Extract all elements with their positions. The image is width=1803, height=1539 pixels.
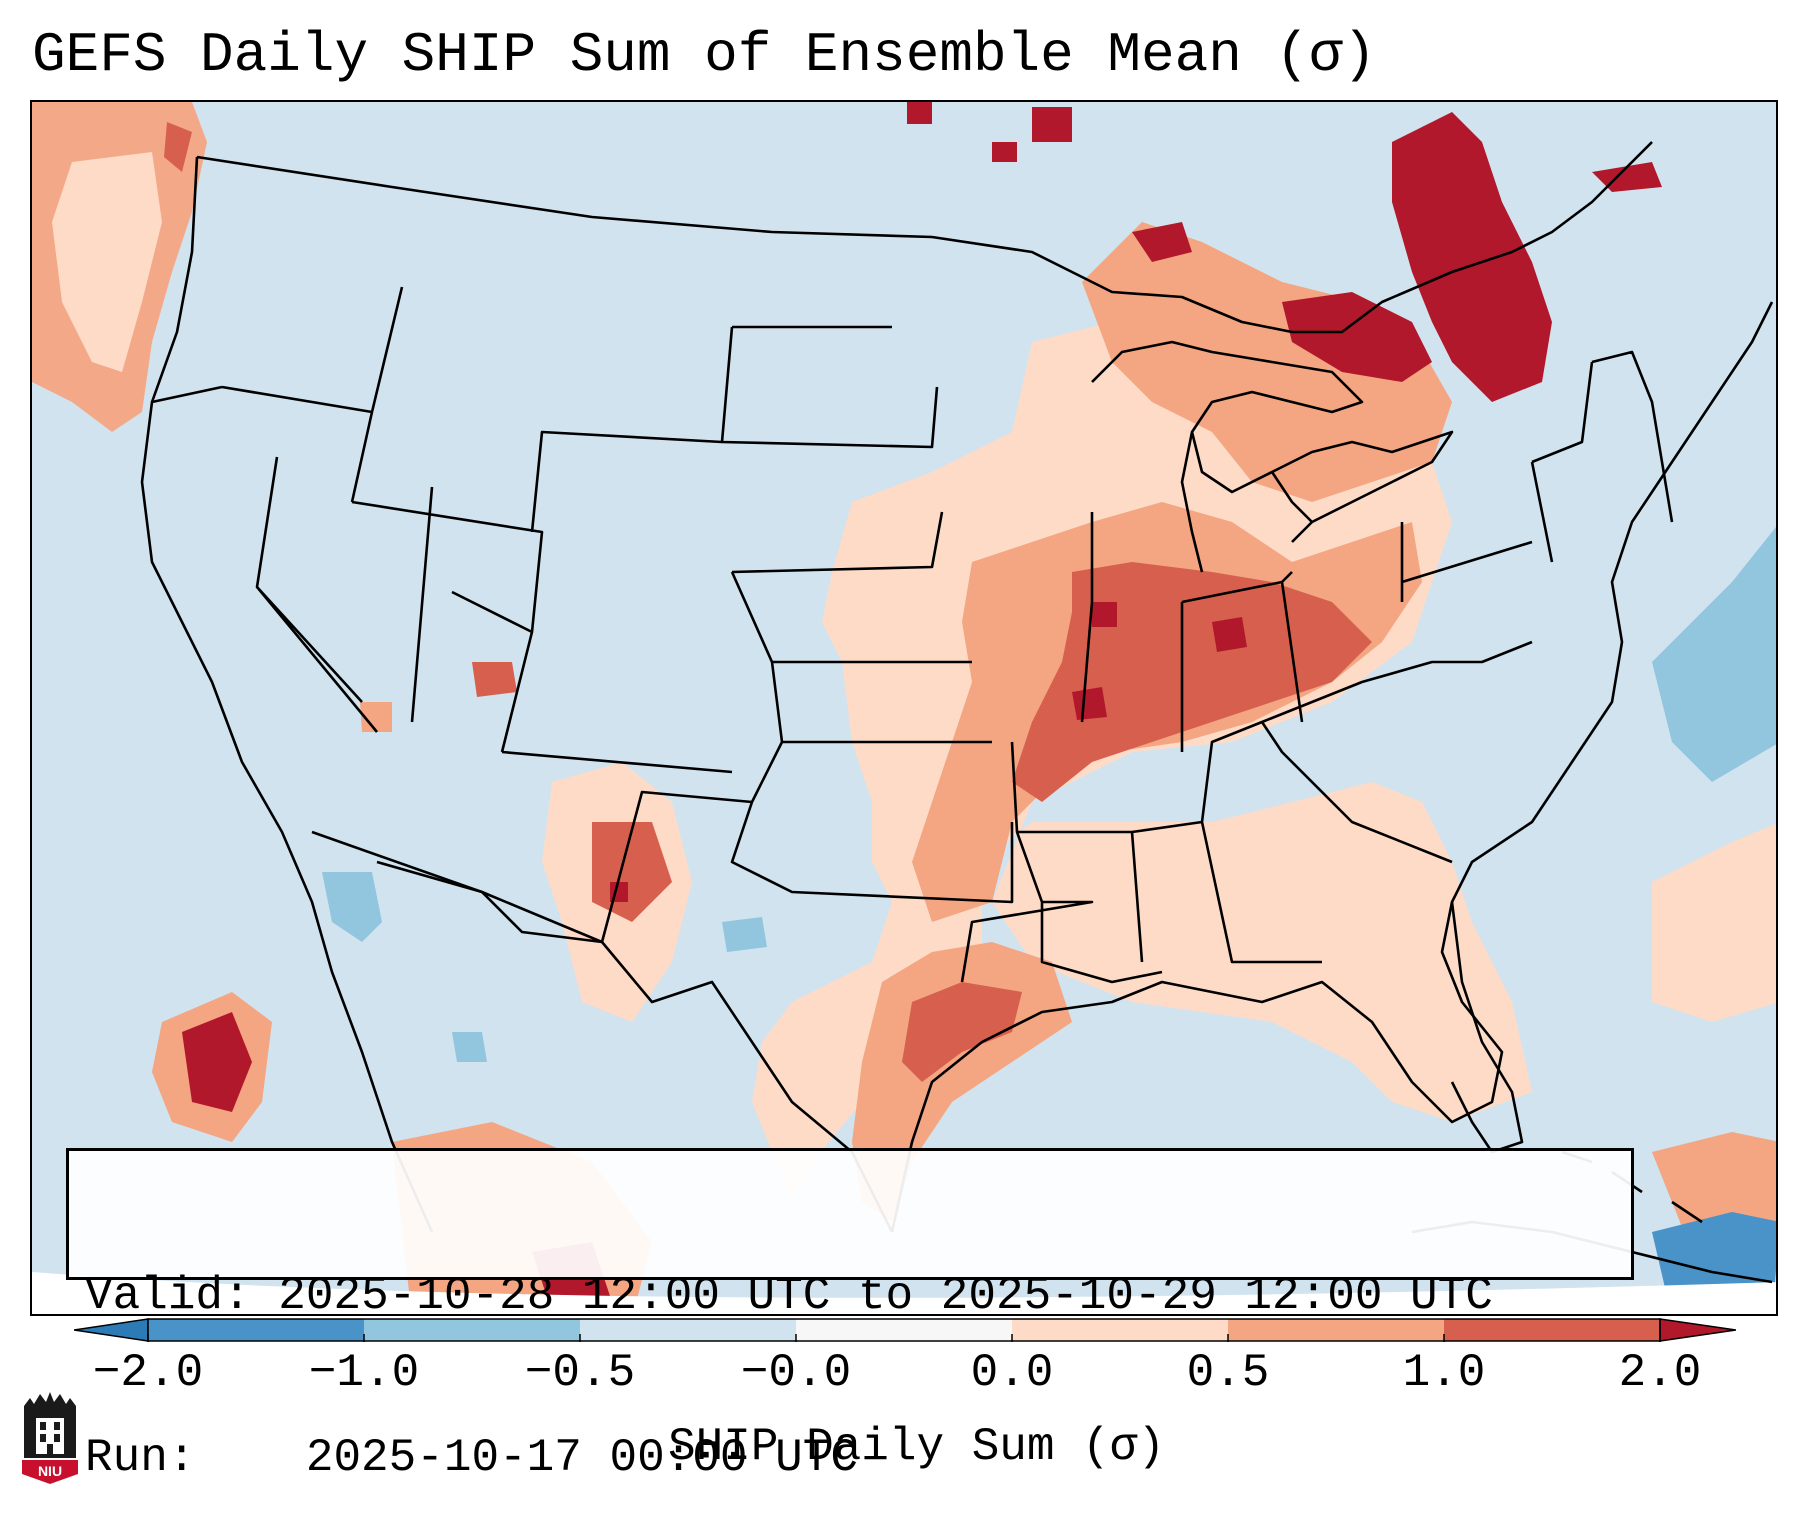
anomaly-atlantic-light [1652, 823, 1776, 1022]
run-value: 2025-10-17 00:00 UTC [305, 1432, 858, 1484]
anomaly-gulf-coast-strong [902, 982, 1022, 1082]
valid-value: 2025-10-28 12:00 UTC to 2025-10-29 12:00… [278, 1270, 1493, 1322]
border-us-mexico [311, 830, 894, 1233]
anomaly-utah-spot [472, 662, 517, 697]
tick-label: 0.5 [1186, 1347, 1270, 1399]
colorbar-extend-low [74, 1318, 149, 1342]
anomaly-superior-strong [1132, 222, 1192, 262]
map-svg [32, 102, 1776, 1314]
niu-logo: NIU [22, 1392, 78, 1484]
tick-label: −0.0 [740, 1347, 852, 1399]
anomaly-pacific-nw-strong [164, 122, 192, 172]
colorbar-bin-5 [1012, 1319, 1228, 1341]
anomaly-texas-negative [722, 917, 767, 952]
tick-label: 0.0 [970, 1347, 1054, 1399]
anomaly-lakes-strong [1282, 292, 1432, 382]
page-title: GEFS Daily SHIP Sum of Ensemble Mean (σ) [32, 23, 1377, 87]
valid-label: Valid: [85, 1270, 251, 1322]
anomaly-ohio-valley-peak [1072, 602, 1247, 720]
anomaly-pacific-offshore-strong [182, 1012, 252, 1112]
colorbar-bin-1 [148, 1319, 364, 1341]
anomaly-nevada-spot [360, 702, 392, 732]
border-canada-us [196, 141, 1653, 334]
colorbar-bin-2 [364, 1319, 580, 1341]
colorbar-extend-high [1659, 1318, 1736, 1342]
tick-label: 1.0 [1402, 1347, 1486, 1399]
colorbar-bin-7 [1444, 1319, 1660, 1341]
run-label: Run: [85, 1432, 196, 1484]
tick-label: −1.0 [308, 1347, 420, 1399]
colorbar-tick-labels: −2.0 −1.0 −0.5 −0.0 0.0 0.5 1.0 2.0 [0, 1342, 1803, 1402]
colorbar-tick-marks [147, 1334, 1661, 1342]
map-domain-edge [32, 1272, 1776, 1314]
tick-label: 2.0 [1618, 1347, 1702, 1399]
coast-gulf [890, 301, 1774, 1233]
anomaly-north-dakota [907, 102, 1072, 162]
tick-label: −0.5 [524, 1347, 636, 1399]
map-panel[interactable] [30, 100, 1778, 1316]
colorbar [74, 1318, 1736, 1342]
anomaly-baja-negative [322, 872, 487, 1062]
colorbar-bin-4 [796, 1319, 1012, 1341]
coast-florida [1450, 901, 1524, 1154]
state-boundaries [140, 141, 1774, 1284]
tick-label: −2.0 [92, 1347, 204, 1399]
colorbar-label: SHIP Daily Sum (σ) [668, 1421, 1165, 1473]
great-lakes [1091, 340, 1454, 573]
coast-west [140, 156, 434, 1233]
anomaly-quebec-strong [1392, 112, 1552, 402]
anomaly-pacific-nw-light [52, 152, 162, 372]
run-row: Run: 2025-10-17 00:00 UTC [85, 1431, 1615, 1485]
niu-logo-text: NIU [38, 1463, 62, 1479]
colorbar-bin-6 [1228, 1319, 1444, 1341]
valid-run-info-box: Valid: 2025-10-28 12:00 UTC to 2025-10-2… [66, 1148, 1634, 1484]
valid-row: Valid: 2025-10-28 12:00 UTC to 2025-10-2… [85, 1269, 1615, 1323]
anomaly-atlantic-negative [1652, 527, 1776, 782]
colorbar-bin-3 [580, 1319, 796, 1341]
